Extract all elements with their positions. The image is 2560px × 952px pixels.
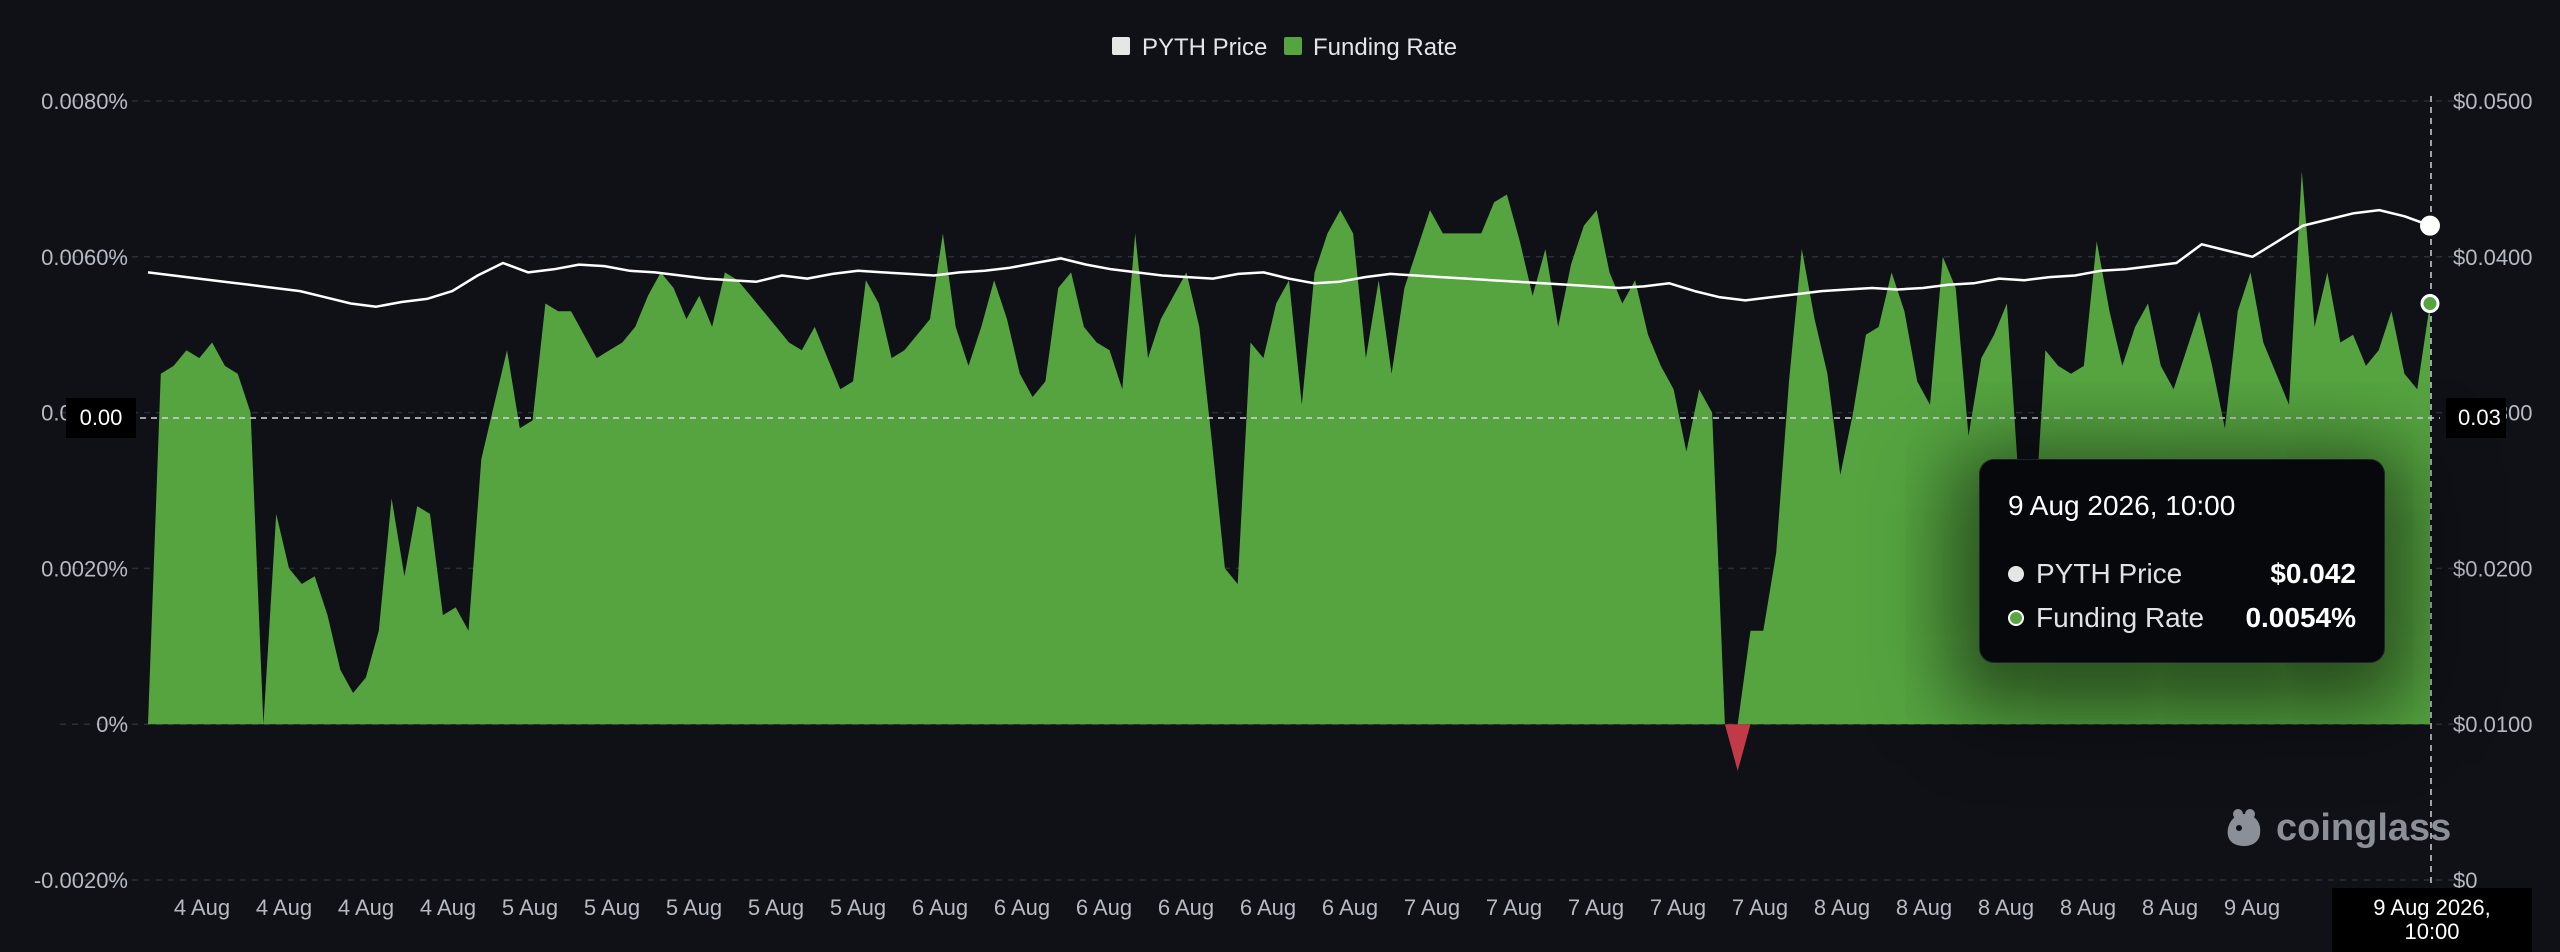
legend-price-swatch	[1112, 37, 1130, 55]
tooltip-price-label: PYTH Price	[2036, 558, 2183, 589]
chart-legend: PYTH Price Funding Rate	[1112, 34, 1457, 61]
watermark-text: coinglass	[2276, 806, 2452, 849]
price-dot-icon	[2008, 566, 2024, 582]
tooltip-funding-value: 0.0054%	[2245, 602, 2356, 633]
y-left-tick-label: 0.0080%	[41, 89, 128, 114]
x-tick-label: 6 Aug	[1158, 895, 1214, 920]
coinglass-watermark: coinglass	[2222, 806, 2451, 850]
x-tick-label: 8 Aug	[2142, 895, 2198, 920]
x-tick-label: 6 Aug	[1240, 895, 1296, 920]
tooltip-price-value: $0.042	[2270, 558, 2356, 589]
funding-dot-icon	[2008, 610, 2024, 626]
price-hover-marker	[2420, 215, 2440, 236]
funding-rate-area-negative	[148, 724, 2430, 771]
x-tick-label: 4 Aug	[420, 895, 476, 920]
y-left-tick-label: 0.0020%	[41, 556, 128, 581]
y-left-tick-label: -0.0020%	[34, 868, 128, 893]
y-right-tick-label: $0.0500	[2453, 89, 2533, 114]
x-tick-label: 8 Aug	[1896, 895, 1952, 920]
y-left-tick-label: 0.0060%	[41, 245, 128, 270]
x-tick-label: 7 Aug	[1650, 895, 1706, 920]
x-tick-label: 8 Aug	[2060, 895, 2116, 920]
x-tick-label: 6 Aug	[994, 895, 1050, 920]
x-tick-label: 6 Aug	[912, 895, 968, 920]
x-tick-label: 4 Aug	[338, 895, 394, 920]
coinglass-logo-icon	[2227, 809, 2261, 846]
crosshair-left-value: 0.00	[66, 398, 136, 438]
x-tick-label: 7 Aug	[1732, 895, 1788, 920]
pyth-price-line	[147, 208, 2431, 308]
x-tick-label: 7 Aug	[1486, 895, 1542, 920]
x-tick-label: 9 Aug	[2224, 895, 2280, 920]
tooltip-price-row: PYTH Price $0.042	[2008, 552, 2356, 596]
y-left-tick-label: 0%	[96, 712, 128, 737]
crosshair-right-value: 0.03	[2446, 398, 2506, 438]
x-tick-label: 5 Aug	[748, 895, 804, 920]
x-tick-label: 7 Aug	[1568, 895, 1624, 920]
x-tick-label: 7 Aug	[1404, 895, 1460, 920]
x-tick-label: 8 Aug	[1814, 895, 1870, 920]
legend-price-label: PYTH Price	[1142, 34, 1267, 61]
tooltip-funding-label: Funding Rate	[2036, 602, 2205, 633]
x-tick-label: 5 Aug	[584, 895, 640, 920]
y-right-tick-label: $0.0100	[2453, 712, 2533, 737]
x-tick-label: 4 Aug	[174, 895, 230, 920]
x-tick-label: 5 Aug	[502, 895, 558, 920]
legend-funding-label: Funding Rate	[1313, 34, 1457, 61]
crosshair-date-label: 9 Aug 2026, 10:00	[2332, 888, 2532, 952]
legend-funding-swatch	[1284, 37, 1302, 55]
funding-rate-area-positive	[148, 171, 2430, 725]
x-tick-label: 5 Aug	[666, 895, 722, 920]
x-tick-label: 5 Aug	[830, 895, 886, 920]
funding-hover-marker	[2420, 294, 2440, 314]
tooltip-title: 9 Aug 2026, 10:00	[2008, 490, 2236, 521]
x-tick-label: 6 Aug	[1322, 895, 1378, 920]
x-tick-label: 8 Aug	[1978, 895, 2034, 920]
y-right-tick-label: $0.0400	[2453, 245, 2533, 270]
x-tick-label: 6 Aug	[1076, 895, 1132, 920]
x-tick-label: 4 Aug	[256, 895, 312, 920]
tooltip-funding-row: Funding Rate 0.0054%	[2008, 596, 2356, 640]
y-right-tick-label: $0.0200	[2453, 556, 2533, 581]
data-tooltip: 9 Aug 2026, 10:00 PYTH Price $0.042 Fund…	[1980, 460, 2384, 662]
